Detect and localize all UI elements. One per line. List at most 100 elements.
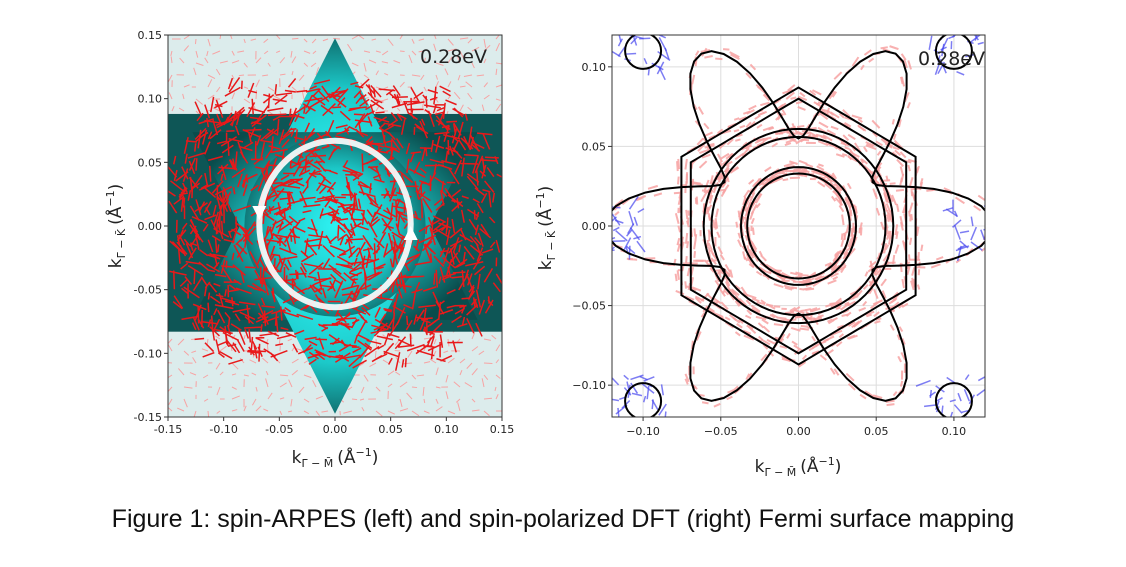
faint-spin-arrow [483, 58, 487, 64]
spin-arrow [482, 189, 491, 193]
faint-spin-arrow [255, 386, 258, 392]
spin-up-arrow [751, 251, 757, 258]
y-tick-label: 0.05 [138, 156, 163, 169]
spin-up-arrow [795, 138, 804, 145]
faint-spin-arrow [483, 410, 490, 417]
spin-up-arrow [862, 300, 868, 307]
spin-up-arrow [729, 269, 734, 278]
faint-spin-arrow [207, 38, 211, 47]
faint-spin-arrow [495, 103, 502, 112]
faint-spin-arrow [435, 386, 441, 389]
faint-spin-arrow [368, 59, 377, 64]
spin-up-arrow [832, 190, 840, 197]
spin-arrow [442, 102, 446, 120]
spin-arrow [451, 315, 462, 324]
spin-down-arrow [613, 426, 620, 432]
spin-up-arrow [883, 242, 888, 254]
spin-up-arrow [762, 93, 771, 102]
spin-up-arrow [729, 51, 740, 59]
faint-spin-arrow [249, 359, 257, 364]
faint-spin-arrow [231, 362, 239, 370]
spin-up-arrow [676, 237, 681, 246]
spin-up-arrow [756, 123, 763, 129]
spin-arrow [393, 93, 400, 106]
spin-arrow [207, 155, 223, 162]
spin-arrow [188, 247, 197, 261]
spin-arrow [226, 112, 233, 121]
spin-arrow [227, 318, 231, 328]
faint-spin-arrow [447, 357, 455, 364]
spin-arrow [212, 204, 217, 217]
spin-arrow [335, 263, 353, 268]
spin-down-arrow [995, 240, 1004, 246]
spin-arrow [260, 139, 273, 143]
spin-up-arrow [739, 124, 746, 129]
spin-arrow [216, 119, 233, 129]
spin-up-arrow [745, 314, 752, 320]
spin-up-arrow [842, 252, 848, 260]
faint-spin-arrow [433, 35, 437, 40]
spin-up-arrow [861, 158, 869, 165]
spin-arrow [192, 303, 207, 311]
spin-arrow [308, 172, 321, 175]
spin-up-arrow [822, 173, 831, 180]
spin-up-arrow [840, 264, 847, 274]
faint-spin-arrow [266, 338, 269, 344]
faint-spin-arrow [321, 410, 329, 413]
spin-arrow [229, 106, 245, 120]
spin-arrow [359, 180, 373, 190]
spin-arrow [249, 251, 260, 269]
spin-up-arrow [776, 316, 787, 320]
spin-arrow [397, 214, 401, 228]
spin-arrow [348, 262, 362, 274]
faint-spin-arrow [471, 368, 478, 376]
faint-spin-arrow [195, 62, 204, 67]
spin-up-arrow [695, 331, 702, 341]
spin-arrow [361, 255, 366, 270]
spin-arrow [181, 287, 189, 295]
spin-arrow [262, 160, 271, 173]
spin-arrow [468, 284, 475, 293]
spin-arrow [296, 89, 308, 93]
faint-spin-arrow [483, 94, 490, 100]
spin-arrow [439, 309, 454, 315]
spin-down-arrow [665, 17, 666, 26]
spin-arrow [431, 220, 434, 238]
spin-up-arrow [752, 198, 758, 206]
spin-up-arrow [973, 204, 982, 212]
spin-arrow [387, 333, 400, 339]
faint-spin-arrow [363, 74, 369, 79]
faint-spin-arrow [183, 35, 190, 40]
spin-arrow [275, 92, 293, 96]
spin-up-arrow [907, 164, 911, 172]
spin-arrow [334, 352, 351, 363]
spin-up-arrow [819, 354, 827, 361]
spin-down-arrow [956, 70, 965, 76]
spin-arrow [298, 159, 310, 177]
faint-spin-arrow [347, 43, 353, 52]
spin-arrow [237, 173, 243, 188]
spin-arrow [353, 192, 359, 210]
spin-arrow [299, 190, 308, 207]
faint-spin-arrow [231, 92, 236, 100]
spin-up-arrow [897, 119, 902, 128]
spin-down-arrow [999, 211, 1014, 215]
spin-arrow [410, 151, 422, 154]
spin-up-arrow [784, 286, 793, 291]
spin-up-arrow [866, 313, 872, 318]
spin-arrow [322, 245, 335, 258]
spin-up-arrow [801, 169, 808, 173]
spin-up-arrow [755, 178, 761, 184]
spin-down-arrow [941, 35, 944, 36]
spin-up-arrow [864, 390, 875, 398]
spin-up-arrow [872, 394, 883, 399]
spin-arrow [289, 105, 306, 118]
faint-spin-arrow [459, 104, 464, 112]
spin-arrow [395, 283, 412, 288]
spin-arrow [339, 110, 351, 121]
spin-up-arrow [868, 260, 877, 268]
spin-up-arrow [762, 344, 769, 350]
spin-arrow [343, 223, 354, 239]
spin-down-arrow [636, 240, 646, 253]
spin-arrow [448, 168, 460, 185]
